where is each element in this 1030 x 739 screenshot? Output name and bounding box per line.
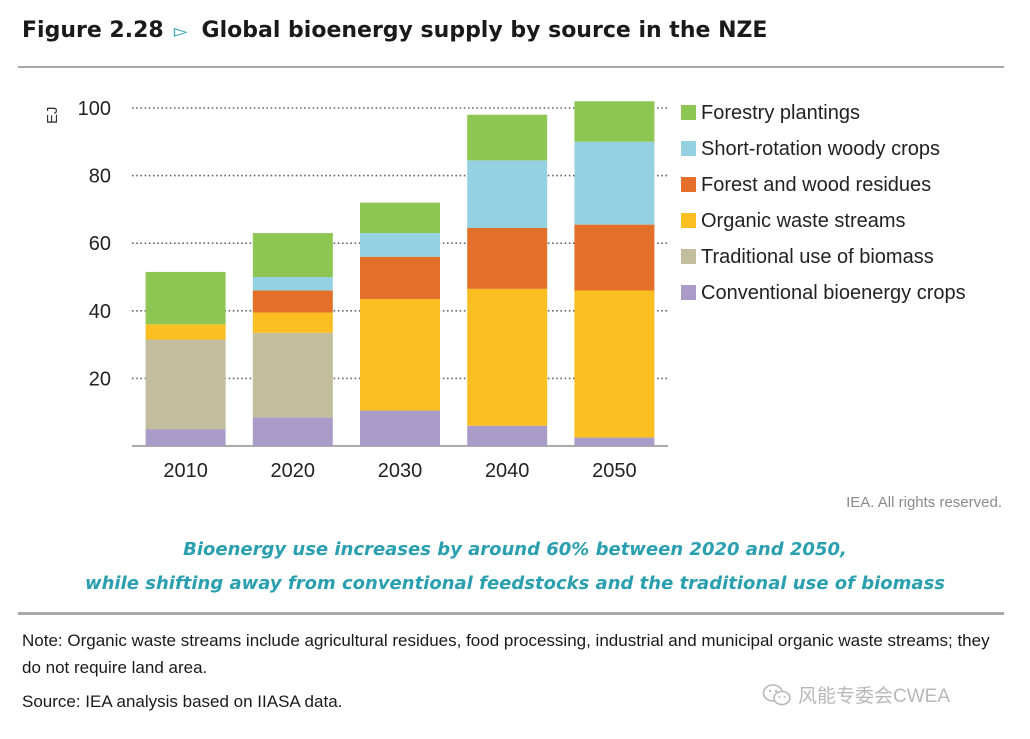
subtitle-line-2: while shifting away from conventional fe… bbox=[84, 573, 946, 594]
bar-segment bbox=[252, 417, 333, 446]
note-text: Note: Organic waste streams include agri… bbox=[22, 631, 990, 677]
bar-segment bbox=[574, 290, 655, 438]
bars bbox=[145, 101, 655, 446]
top-divider bbox=[18, 66, 1004, 68]
bar-segment bbox=[252, 290, 333, 313]
y-tick-label: 100 bbox=[78, 98, 111, 120]
y-tick-label: 60 bbox=[89, 233, 111, 255]
wechat-icon bbox=[762, 683, 791, 705]
x-axis-ticks: 2010 2020 2030 2040 2050 bbox=[163, 460, 636, 482]
legend-label: Forestry plantings bbox=[701, 102, 860, 124]
legend-label: Short-rotation woody crops bbox=[701, 138, 940, 160]
bar-segment bbox=[574, 437, 655, 446]
y-tick-label: 40 bbox=[89, 301, 111, 323]
legend-swatch bbox=[681, 177, 696, 192]
x-tick-label: 2040 bbox=[485, 460, 530, 482]
bar-segment bbox=[360, 202, 440, 234]
x-tick-label: 2010 bbox=[163, 460, 208, 482]
bar-segment bbox=[145, 271, 226, 325]
bar-segment bbox=[467, 227, 548, 289]
legend-label: Forest and wood residues bbox=[701, 174, 931, 196]
bottom-divider bbox=[18, 612, 1004, 615]
source-text: Source: IEA analysis based on IIASA data… bbox=[22, 692, 343, 711]
figure-title: Global bioenergy supply by source in the… bbox=[201, 18, 768, 43]
figure-header: Figure 2.28 ▻ Global bioenergy supply by… bbox=[22, 18, 767, 43]
bar-segment bbox=[360, 233, 440, 257]
bar-segment bbox=[145, 339, 226, 430]
bar-segment bbox=[252, 312, 333, 333]
y-axis-label: EJ bbox=[44, 106, 61, 124]
legend-label: Traditional use of biomass bbox=[701, 246, 934, 268]
subtitle-line-1: Bioenergy use increases by around 60% be… bbox=[183, 539, 847, 560]
legend-swatch bbox=[681, 141, 696, 156]
legend-label: Conventional bioenergy crops bbox=[701, 282, 966, 304]
bar-segment bbox=[252, 332, 333, 418]
bar-segment bbox=[467, 160, 548, 228]
bar-segment bbox=[574, 224, 655, 291]
legend: Forestry plantings Short-rotation woody c… bbox=[681, 102, 966, 304]
bar-segment bbox=[467, 114, 548, 161]
bar-segment bbox=[574, 101, 655, 142]
bar-segment bbox=[145, 324, 226, 340]
y-tick-label: 20 bbox=[89, 368, 111, 390]
legend-swatch bbox=[681, 285, 696, 300]
x-tick-label: 2020 bbox=[271, 460, 316, 482]
bar-segment bbox=[252, 277, 333, 291]
watermark-text: 风能专委会CWEA bbox=[798, 686, 951, 707]
bar-segment bbox=[360, 410, 440, 446]
triangle-arrow-icon: ▻ bbox=[173, 21, 188, 41]
bar-segment bbox=[467, 288, 548, 426]
bar-segment bbox=[467, 425, 548, 446]
figure-number: Figure 2.28 bbox=[22, 18, 164, 43]
y-axis-ticks: 20 40 60 80 100 bbox=[78, 98, 111, 390]
bar-segment bbox=[574, 141, 655, 225]
y-tick-label: 80 bbox=[89, 166, 111, 188]
legend-swatch bbox=[681, 213, 696, 228]
bar-segment bbox=[252, 233, 333, 277]
watermark: 风能专委会CWEA bbox=[762, 681, 950, 708]
x-tick-label: 2050 bbox=[592, 460, 637, 482]
legend-swatch bbox=[681, 249, 696, 264]
bar-segment bbox=[360, 298, 440, 411]
bar-segment bbox=[360, 256, 440, 299]
legend-label: Organic waste streams bbox=[701, 210, 906, 232]
legend-swatch bbox=[681, 105, 696, 120]
x-tick-label: 2030 bbox=[378, 460, 423, 482]
bar-segment bbox=[145, 429, 226, 446]
rights-notice: IEA. All rights reserved. bbox=[846, 494, 1002, 511]
